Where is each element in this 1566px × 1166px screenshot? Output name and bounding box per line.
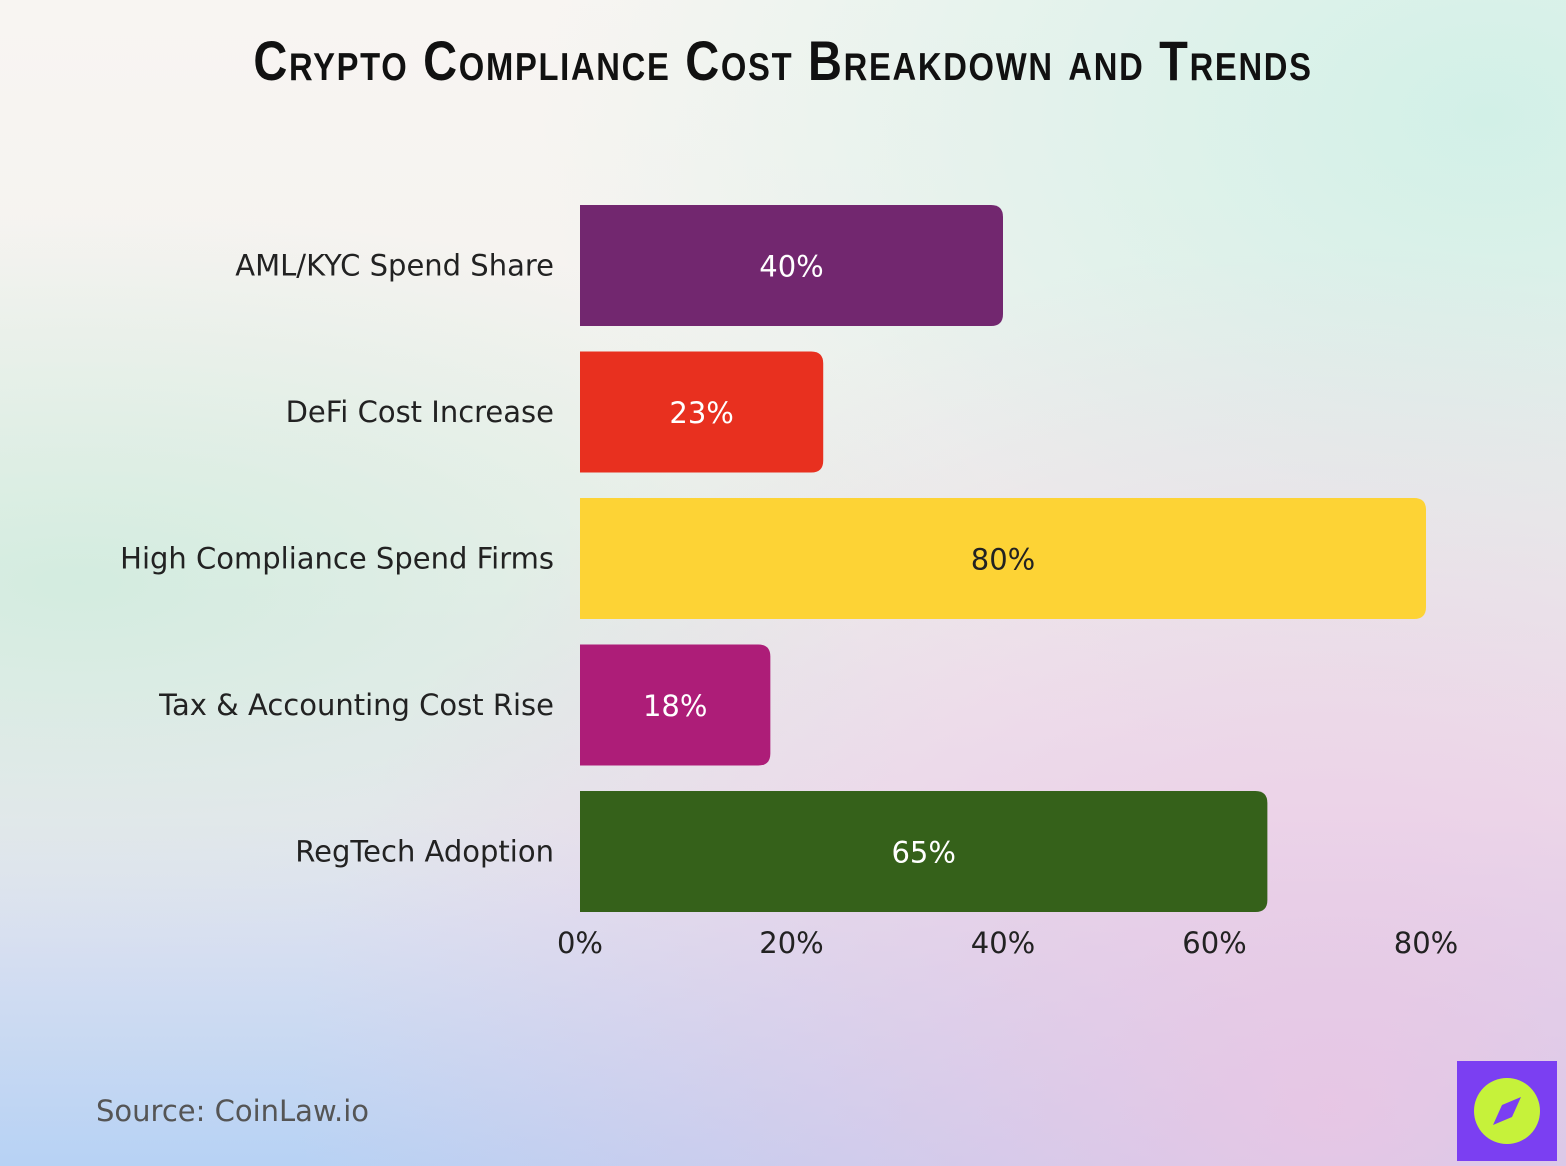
brand-logo[interactable] [1457,1061,1557,1161]
bars-group: AML/KYC Spend Share 40% DeFi Cost Increase… [120,205,1426,912]
x-tick-label: 60% [1182,926,1246,960]
value-label: 80% [971,543,1035,577]
x-axis-ticks: 0% 20% 40% 60% 80% [557,926,1458,960]
value-label: 65% [891,836,955,870]
value-label: 23% [669,396,733,430]
chart-title: Crypto Compliance Cost Breakdown and Tre… [253,29,1313,92]
category-label: Tax & Accounting Cost Rise [158,688,554,722]
x-tick-label: 20% [759,926,823,960]
bar-high-compliance-spend-firms [580,498,1426,619]
bar-regtech-adoption [580,791,1268,912]
value-label: 40% [759,250,823,284]
x-tick-label: 40% [971,926,1035,960]
value-label: 18% [643,689,707,723]
bar-defi-cost-increase [580,351,824,473]
x-tick-label: 0% [557,926,603,960]
x-tick-label: 80% [1394,926,1458,960]
compass-icon [1474,1078,1540,1144]
category-label: High Compliance Spend Firms [120,542,554,576]
category-label: RegTech Adoption [295,835,554,869]
source-credit: Source: CoinLaw.io [96,1094,370,1128]
category-label: AML/KYC Spend Share [235,249,554,283]
bar-tax-accounting-cost-rise [580,644,771,766]
category-label: DeFi Cost Increase [286,395,554,429]
bar-aml-kyc-spend-share [580,205,1003,326]
